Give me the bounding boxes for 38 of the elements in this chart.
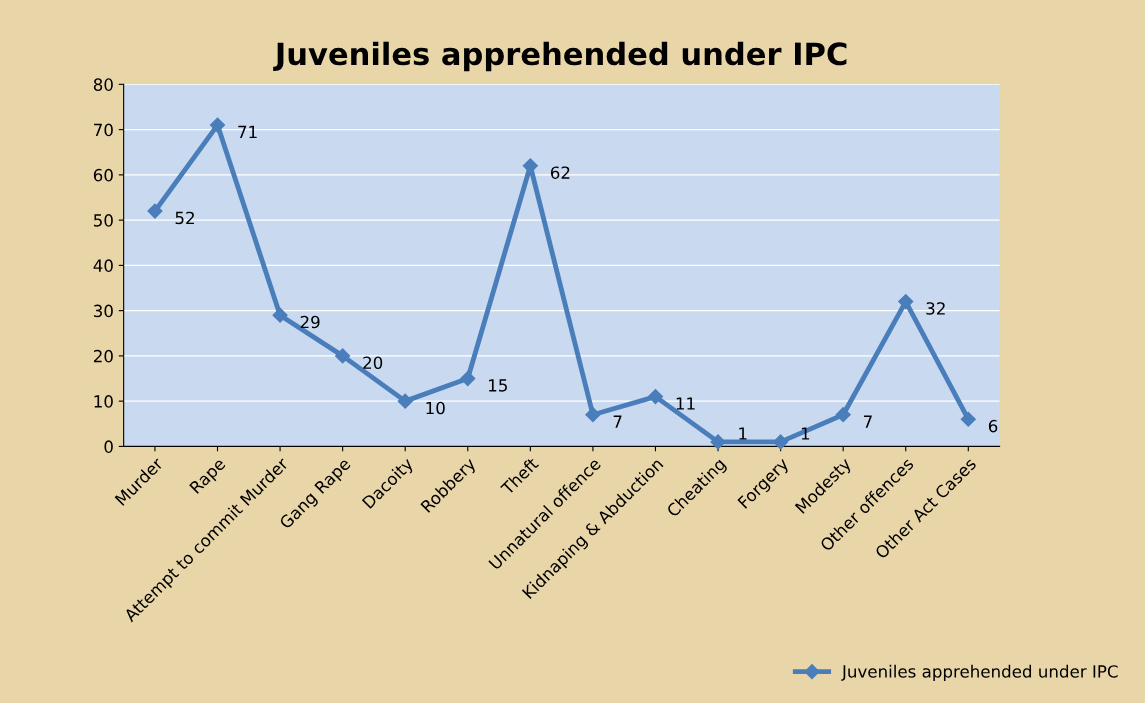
point — [460, 370, 476, 387]
y-tick-label: 70 — [94, 123, 113, 137]
data-label: 10 — [426, 401, 445, 415]
data-label: 7 — [863, 415, 872, 428]
point — [960, 411, 976, 427]
point — [647, 389, 664, 405]
point — [272, 307, 288, 323]
point — [773, 434, 789, 450]
data-label: 6 — [988, 419, 998, 433]
data-label: 62 — [550, 166, 570, 179]
y-tick-label: 50 — [94, 214, 113, 227]
data-label: 15 — [489, 379, 507, 392]
point — [209, 117, 226, 133]
point — [397, 393, 413, 409]
data-label: 29 — [300, 315, 320, 329]
data-label: 11 — [676, 397, 695, 410]
data-label: 32 — [926, 302, 945, 315]
data-label: 71 — [238, 125, 257, 139]
y-tick-label: 20 — [93, 349, 113, 363]
legend-label: Juveniles apprehended under IPC — [841, 664, 1118, 681]
data-label: 7 — [613, 415, 622, 428]
y-tick-label: 40 — [93, 259, 113, 272]
y-tick-label: 80 — [93, 78, 113, 91]
y-tick-label: 30 — [94, 304, 113, 318]
data-label: 52 — [175, 211, 194, 225]
point — [585, 407, 601, 423]
point — [335, 348, 351, 364]
point — [898, 294, 914, 310]
point — [147, 203, 163, 219]
y-tick-label: 0 — [104, 440, 113, 453]
chart-title: Juveniles apprehended under IPC — [273, 41, 847, 72]
point — [835, 407, 851, 423]
y-tick-label: 60 — [93, 168, 113, 182]
data-label: 1 — [739, 427, 747, 440]
y-tick-label: 10 — [94, 395, 113, 408]
data-label: 20 — [363, 356, 383, 370]
point — [710, 434, 726, 450]
data-label: 1 — [801, 427, 810, 440]
